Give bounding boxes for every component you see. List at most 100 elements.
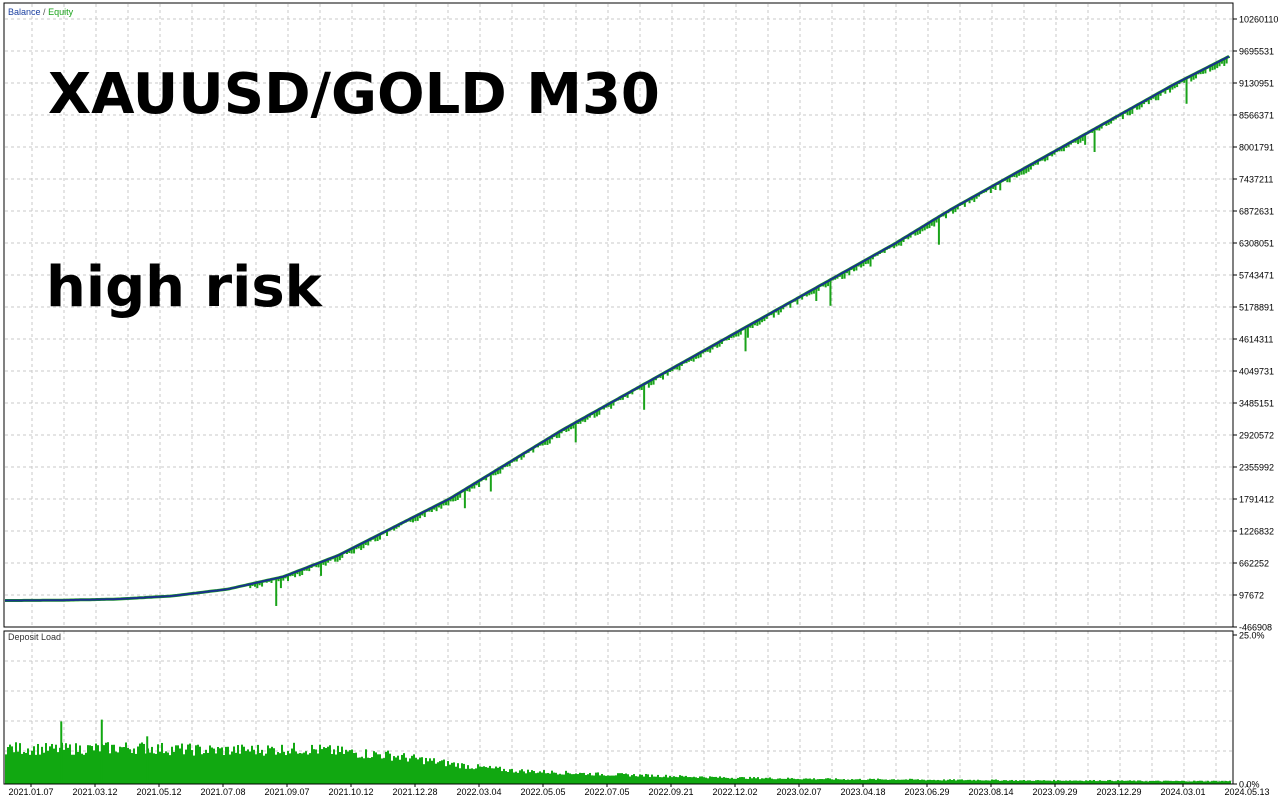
deposit-load-bar <box>1047 780 1049 784</box>
deposit-load-bar <box>731 777 733 784</box>
deposit-load-bar <box>685 775 687 784</box>
deposit-load-bar <box>911 778 913 784</box>
deposit-load-bar <box>773 779 775 784</box>
deposit-load-bar <box>215 753 217 784</box>
deposit-load-bar <box>1167 780 1169 784</box>
deposit-load-bar <box>1023 779 1025 784</box>
deposit-load-bar <box>603 775 605 784</box>
deposit-load-bar <box>871 779 873 784</box>
deposit-load-bar <box>671 777 673 784</box>
deposit-load-bar <box>585 775 587 784</box>
deposit-load-bar <box>1101 780 1103 784</box>
y-tick-label: 97672 <box>1239 591 1264 601</box>
deposit-load-bar <box>1191 781 1193 784</box>
deposit-load-bar <box>867 779 869 784</box>
deposit-load-bar <box>627 774 629 784</box>
deposit-load-bar <box>81 753 83 784</box>
overlay-title: XAUUSD/GOLD M30 <box>48 62 660 127</box>
deposit-load-bar <box>591 775 593 784</box>
deposit-load-bar <box>953 779 955 784</box>
deposit-load-bar <box>1055 781 1057 784</box>
x-tick-label: 2023.09.29 <box>1032 787 1077 797</box>
y-tick-label: 4049731 <box>1239 367 1274 377</box>
balance-line <box>5 55 1230 602</box>
main-pane-frame <box>3 2 1234 628</box>
deposit-load-bar <box>1203 781 1205 784</box>
deposit-load-bar <box>853 779 855 784</box>
deposit-load-bar <box>1053 779 1055 784</box>
deposit-load-bar <box>1009 780 1011 784</box>
x-tick-label: 2021.01.07 <box>8 787 53 797</box>
deposit-load-bar <box>113 744 115 784</box>
deposit-load-bar <box>409 758 411 784</box>
deposit-load-bar <box>361 756 363 784</box>
deposit-load-spike <box>146 736 149 784</box>
deposit-load-bar <box>155 753 157 784</box>
deposit-load-bar <box>931 780 933 784</box>
deposit-load-bar <box>727 777 729 784</box>
deposit-load-bar <box>831 779 833 784</box>
deposit-load-bar <box>547 772 549 784</box>
deposit-load-bar <box>5 754 7 784</box>
deposit-load-bar <box>581 773 583 784</box>
deposit-load-bar <box>801 779 803 784</box>
deposit-load-bar <box>487 767 489 784</box>
deposit-load-bar <box>359 757 361 784</box>
deposit-load-bar <box>301 753 303 784</box>
deposit-load-bar <box>269 748 271 784</box>
legend-separator: / <box>43 7 46 17</box>
deposit-load-bar <box>367 757 369 784</box>
deposit-load-bar <box>807 778 809 784</box>
deposit-load-bar <box>423 764 425 784</box>
deposit-load-bar <box>467 765 469 784</box>
deposit-load-bar <box>721 777 723 784</box>
deposit-load-bar <box>927 779 929 784</box>
deposit-load-bar <box>527 769 529 784</box>
deposit-load-bar <box>887 779 889 784</box>
deposit-load-bar <box>793 778 795 784</box>
deposit-load-bar <box>253 749 255 784</box>
deposit-load-bar <box>187 744 189 784</box>
deposit-load-bar <box>1131 780 1133 784</box>
deposit-load-bar <box>769 777 771 784</box>
deposit-load-bar <box>31 750 33 784</box>
deposit-load-bar <box>955 780 957 784</box>
deposit-load-bar <box>109 753 111 784</box>
deposit-load-bar <box>759 779 761 784</box>
deposit-load-bar <box>901 779 903 784</box>
deposit-load-bar <box>1097 781 1099 784</box>
deposit-load-bar <box>1015 780 1017 784</box>
deposit-load-bar <box>255 754 257 784</box>
deposit-load-bar <box>95 743 97 784</box>
deposit-load-bar <box>475 768 477 784</box>
deposit-load-bar <box>839 779 841 784</box>
overlay-subtitle: high risk <box>46 255 322 320</box>
deposit-load-bar <box>369 758 371 784</box>
deposit-load-bar <box>1037 780 1039 784</box>
deposit-load-bar <box>165 751 167 784</box>
deposit-load-bar <box>783 778 785 784</box>
deposit-load-bar <box>1225 780 1227 784</box>
deposit-load-bar <box>709 776 711 784</box>
deposit-load-bar <box>1129 780 1131 784</box>
deposit-load-bar <box>919 779 921 784</box>
deposit-load-spike <box>60 721 63 784</box>
deposit-load-bar <box>1057 780 1059 784</box>
deposit-load-bar <box>799 779 801 784</box>
deposit-load-bar <box>537 772 539 784</box>
deposit-load-bar <box>533 771 535 784</box>
deposit-load-bar <box>687 777 689 784</box>
deposit-load-bar <box>417 759 419 784</box>
deposit-load-bar <box>761 778 763 784</box>
deposit-load-bar <box>1173 781 1175 784</box>
deposit-load-bar <box>625 773 627 784</box>
deposit-load-bar <box>139 743 141 784</box>
deposit-load-bar <box>1127 780 1129 784</box>
deposit-load-bar <box>1019 780 1021 784</box>
load-pane-frame <box>3 630 1234 785</box>
deposit-load-bar <box>841 779 843 784</box>
deposit-load-bar <box>1105 781 1107 784</box>
deposit-load-bar <box>233 746 235 784</box>
deposit-load-bar <box>945 780 947 784</box>
deposit-load-bar <box>237 745 239 784</box>
